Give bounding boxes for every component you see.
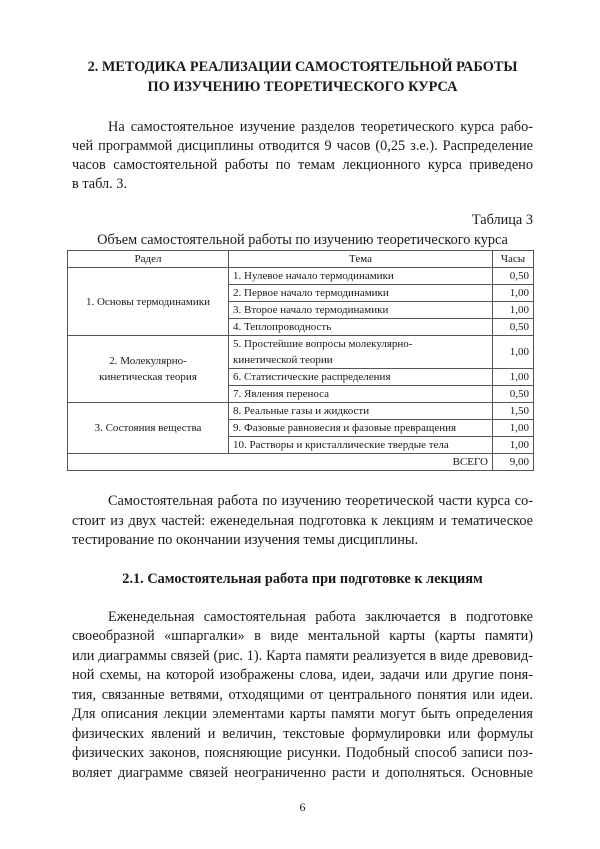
table-row: 1. Основы термодинамики 1. Нулевое начало… (67, 267, 534, 336)
topic-cell: 1. Нулевое начало термодинамики (228, 267, 493, 285)
paragraph-line: воляет диаграмме связей неограниченно ра… (72, 765, 533, 781)
hours-cell: 1,50 (492, 402, 534, 420)
table-row: 2. Первое начало термодинамики 1,00 (68, 284, 534, 302)
hours-cell: 1,00 (492, 436, 534, 454)
topic-cell: 6. Статистические распределения (228, 368, 493, 386)
hours-cell: 1,00 (492, 335, 534, 369)
page-number: 6 (299, 800, 306, 814)
paragraph-line: Еженедельная самостоятельная работа закл… (108, 609, 533, 625)
paragraph-line: своеобразной «шпаргалки» в виде ментальн… (72, 628, 533, 644)
total-label: ВСЕГО (67, 453, 493, 471)
paragraph-line: ной схемы, на которой изображены слова, … (72, 667, 533, 683)
paragraph-line: Для описания лекции элементами карты пам… (72, 706, 533, 722)
paragraph-line: тия, связанные ветвями, отходящими от це… (72, 687, 533, 703)
paragraph-line: в табл. 3. (72, 176, 128, 192)
topic-cell: 4. Теплопроводность (228, 318, 493, 336)
table-row: 10. Растворы и кристаллические твердые т… (68, 436, 534, 454)
paragraph-line: Самостоятельная работа по изучению теоре… (108, 493, 533, 509)
section-cell: 3. Состояния вещества (67, 402, 229, 454)
table-label: Таблица 3 (471, 212, 533, 228)
total-hours: 9,00 (492, 453, 534, 471)
hours-cell: 1,00 (492, 301, 534, 319)
table-row: 7. Явления переноса 0,50 (68, 385, 534, 403)
paragraph-line: стоит из двух частей: еженедельная подго… (72, 513, 533, 529)
paragraph-line: или диаграммы связей (рис. 1). Карта пам… (72, 648, 533, 664)
column-header: Радел (67, 250, 229, 268)
topic-cell: 5. Простейшие вопросы молекулярно-кинети… (228, 335, 493, 369)
hours-cell: 1,00 (492, 419, 534, 437)
hours-cell: 0,50 (492, 318, 534, 336)
hours-cell: 0,50 (492, 385, 534, 403)
topic-cell: 9. Фазовые равновесия и фазовые превраще… (228, 419, 493, 437)
table-caption: Объем самостоятельной работы по изучению… (97, 232, 508, 248)
paragraph-line: чей программой дисциплины отводится 9 ча… (72, 138, 533, 154)
table-row: 4. Теплопроводность 0,50 (68, 318, 534, 336)
paragraph-line: физических явлений и величин, текстовые … (72, 726, 533, 742)
column-header: Часы (492, 250, 534, 268)
section-title: 2. МЕТОДИКА РЕАЛИЗАЦИИ САМОСТОЯТЕЛЬНОЙ Р… (87, 59, 518, 75)
paragraph-line: На самостоятельное изучение разделов тео… (108, 119, 533, 135)
section-cell: 1. Основы термодинамики (67, 267, 229, 336)
paragraph-line: часов самостоятельной работы по темам ле… (72, 157, 533, 173)
paragraph-line: физических законов, поясняющие рисунки. … (72, 745, 533, 761)
topic-cell: 10. Растворы и кристаллические твердые т… (228, 436, 493, 454)
paragraph-line: тестирование по окончании изучения темы … (72, 532, 419, 548)
topic-cell: 8. Реальные газы и жидкости (228, 402, 493, 420)
hours-cell: 0,50 (492, 267, 534, 285)
table-header-row: Радел Тема Часы (67, 250, 534, 268)
table-row: 3. Состояния вещества 8. Реальные газы и … (67, 402, 534, 454)
topic-cell: 2. Первое начало термодинамики (228, 284, 493, 302)
subheading: 2.1. Самостоятельная работа при подготов… (122, 571, 483, 587)
table-total-row: ВСЕГО 9,00 (67, 453, 534, 471)
topic-cell: 7. Явления переноса (228, 385, 493, 403)
table-row: 2. Молекулярно-кинетическая теория 5. Про… (67, 335, 534, 403)
section-cell: 2. Молекулярно-кинетическая теория (67, 335, 229, 403)
hours-cell: 1,00 (492, 368, 534, 386)
section-title: ПО ИЗУЧЕНИЮ ТЕОРЕТИЧЕСКОГО КУРСА (147, 79, 458, 95)
hours-table: Радел Тема Часы 1. Основы термодинамики 1… (67, 250, 534, 471)
hours-cell: 1,00 (492, 284, 534, 302)
topic-cell: 3. Второе начало термодинамики (228, 301, 493, 319)
column-header: Тема (228, 250, 493, 268)
